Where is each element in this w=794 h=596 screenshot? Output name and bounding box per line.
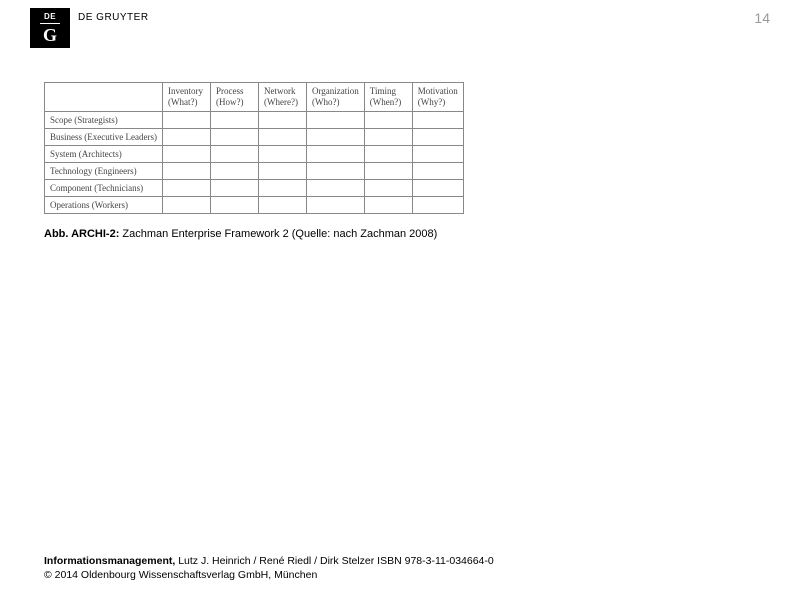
col-header-line1: Network	[264, 86, 296, 96]
caption-label: Abb. ARCHI-2:	[44, 228, 119, 240]
col-header: Network (Where?)	[258, 83, 306, 112]
col-header: Motivation (Why?)	[412, 83, 463, 112]
table-cell	[412, 196, 463, 213]
col-header-line1: Process	[216, 86, 244, 96]
table-corner-cell	[45, 83, 163, 112]
row-label: Scope (Strategists)	[45, 111, 163, 128]
table-cell	[258, 145, 306, 162]
header: DE G DE GRUYTER	[30, 8, 149, 48]
table-cell	[412, 145, 463, 162]
col-header: Organization (Who?)	[306, 83, 364, 112]
table-cell	[162, 111, 210, 128]
col-header-line2: (When?)	[370, 97, 401, 107]
col-header: Process (How?)	[210, 83, 258, 112]
table-cell	[162, 196, 210, 213]
table-cell	[210, 179, 258, 196]
main-content: Inventory (What?) Process (How?) Network…	[44, 82, 604, 240]
col-header-line2: (Why?)	[418, 97, 445, 107]
row-label: System (Architects)	[45, 145, 163, 162]
table-cell	[210, 128, 258, 145]
col-header-line2: (How?)	[216, 97, 244, 107]
table-cell	[258, 196, 306, 213]
table-cell	[306, 196, 364, 213]
col-header-line2: (Where?)	[264, 97, 298, 107]
table-row: Operations (Workers)	[45, 196, 464, 213]
table-cell	[364, 162, 412, 179]
table-cell	[306, 162, 364, 179]
logo-top-text: DE	[40, 13, 60, 24]
table-cell	[412, 162, 463, 179]
table-cell	[412, 128, 463, 145]
col-header-line2: (What?)	[168, 97, 197, 107]
table-cell	[412, 111, 463, 128]
row-label: Component (Technicians)	[45, 179, 163, 196]
col-header-line1: Motivation	[418, 86, 458, 96]
footer-copyright: © 2014 Oldenbourg Wissenschaftsverlag Gm…	[44, 568, 494, 582]
figure-caption: Abb. ARCHI-2: Zachman Enterprise Framewo…	[44, 228, 604, 240]
row-label: Business (Executive Leaders)	[45, 128, 163, 145]
col-header-line1: Inventory	[168, 86, 203, 96]
table-cell	[306, 145, 364, 162]
table-cell	[210, 145, 258, 162]
col-header: Inventory (What?)	[162, 83, 210, 112]
caption-text: Zachman Enterprise Framework 2 (Quelle: …	[119, 228, 437, 240]
table-cell	[162, 145, 210, 162]
table-cell	[412, 179, 463, 196]
table-cell	[162, 179, 210, 196]
table-cell	[364, 179, 412, 196]
table-cell	[258, 179, 306, 196]
table-cell	[258, 128, 306, 145]
footer-authors: Lutz J. Heinrich / René Riedl / Dirk Ste…	[175, 555, 493, 567]
table-cell	[364, 196, 412, 213]
table-header-row: Inventory (What?) Process (How?) Network…	[45, 83, 464, 112]
table-cell	[210, 111, 258, 128]
row-label: Technology (Engineers)	[45, 162, 163, 179]
table-cell	[306, 179, 364, 196]
table-cell	[306, 111, 364, 128]
footer: Informationsmanagement, Lutz J. Heinrich…	[44, 554, 494, 582]
footer-title: Informationsmanagement,	[44, 555, 175, 567]
table-cell	[364, 111, 412, 128]
table-cell	[210, 162, 258, 179]
table-cell	[210, 196, 258, 213]
col-header-line2: (Who?)	[312, 97, 339, 107]
table-cell	[258, 111, 306, 128]
table-cell	[258, 162, 306, 179]
table-row: System (Architects)	[45, 145, 464, 162]
table-cell	[162, 162, 210, 179]
col-header-line1: Organization	[312, 86, 359, 96]
col-header-line1: Timing	[370, 86, 396, 96]
publisher-logo: DE G	[30, 8, 70, 48]
zachman-framework-table: Inventory (What?) Process (How?) Network…	[44, 82, 464, 214]
publisher-name: DE GRUYTER	[78, 8, 149, 23]
table-cell	[306, 128, 364, 145]
table-cell	[364, 128, 412, 145]
table-row: Technology (Engineers)	[45, 162, 464, 179]
page-number: 14	[754, 10, 770, 26]
table-row: Business (Executive Leaders)	[45, 128, 464, 145]
table-row: Component (Technicians)	[45, 179, 464, 196]
table-cell	[364, 145, 412, 162]
row-label: Operations (Workers)	[45, 196, 163, 213]
table-cell	[162, 128, 210, 145]
logo-letter: G	[43, 26, 57, 44]
table-body: Scope (Strategists) Business (Executive …	[45, 111, 464, 213]
table-row: Scope (Strategists)	[45, 111, 464, 128]
col-header: Timing (When?)	[364, 83, 412, 112]
footer-line1: Informationsmanagement, Lutz J. Heinrich…	[44, 554, 494, 568]
